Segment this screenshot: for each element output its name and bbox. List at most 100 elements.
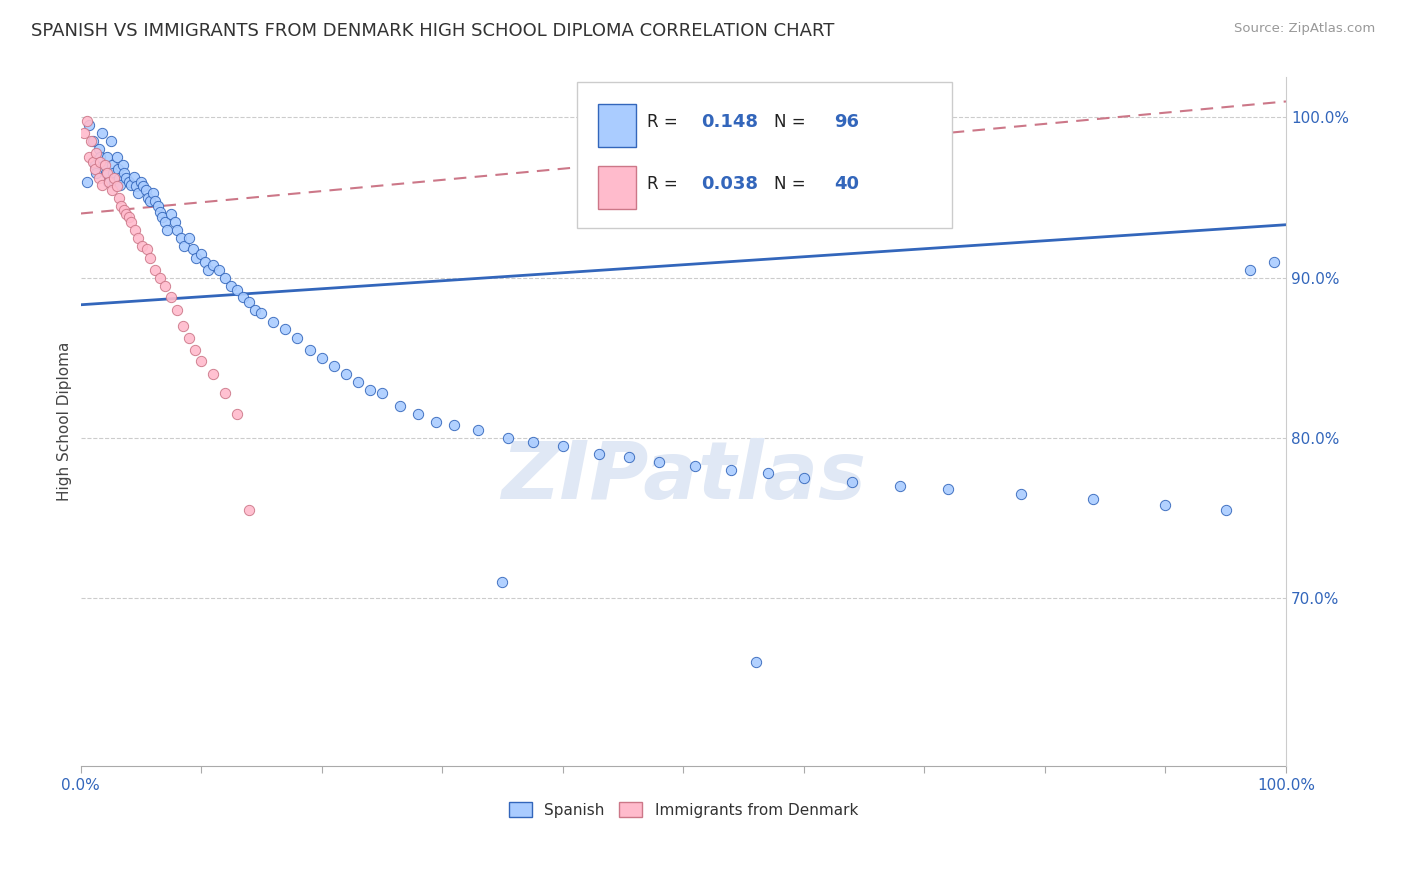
Point xyxy=(146,198,169,212)
Point xyxy=(96,151,118,165)
Text: R =: R = xyxy=(647,113,683,131)
Point xyxy=(793,471,815,485)
Point xyxy=(756,466,779,480)
Point xyxy=(1263,254,1285,268)
Point xyxy=(87,171,110,186)
Point xyxy=(617,450,640,464)
Point xyxy=(97,174,120,188)
Point xyxy=(287,331,309,345)
Point xyxy=(124,222,146,236)
Point xyxy=(190,354,212,368)
Point xyxy=(76,174,98,188)
Point xyxy=(89,155,111,169)
Point xyxy=(406,407,429,421)
Point xyxy=(322,359,344,373)
Point xyxy=(149,270,172,285)
Point xyxy=(110,178,132,192)
Text: N =: N = xyxy=(773,175,810,194)
Text: N =: N = xyxy=(773,113,810,131)
Text: 96: 96 xyxy=(834,113,859,131)
Point xyxy=(77,119,100,133)
Point xyxy=(311,351,333,365)
Point xyxy=(166,302,188,317)
Point xyxy=(685,459,707,474)
Point xyxy=(84,161,107,176)
Point xyxy=(129,174,152,188)
Point xyxy=(73,127,96,141)
Point xyxy=(112,203,135,218)
Point xyxy=(120,178,142,192)
Text: R =: R = xyxy=(647,175,683,194)
Point xyxy=(80,135,103,149)
Point xyxy=(166,222,188,236)
Point xyxy=(214,270,236,285)
Point xyxy=(103,174,125,188)
Point xyxy=(127,230,149,244)
Point xyxy=(335,367,357,381)
Point xyxy=(197,262,219,277)
Point xyxy=(107,161,129,176)
Point xyxy=(132,179,155,194)
Point xyxy=(142,186,165,200)
Point xyxy=(103,171,125,186)
Point xyxy=(98,174,121,188)
FancyBboxPatch shape xyxy=(598,104,637,147)
Point xyxy=(87,143,110,157)
Point xyxy=(226,284,249,298)
Point xyxy=(101,167,124,181)
Point xyxy=(214,385,236,400)
Point xyxy=(498,431,520,445)
Point xyxy=(76,113,98,128)
Point xyxy=(298,343,321,357)
Point xyxy=(1010,486,1032,500)
Point xyxy=(238,294,260,309)
Point xyxy=(177,230,200,244)
Point xyxy=(163,214,186,228)
Point xyxy=(467,423,489,437)
Text: Source: ZipAtlas.com: Source: ZipAtlas.com xyxy=(1234,22,1375,36)
Point xyxy=(131,238,153,252)
Point xyxy=(522,435,544,450)
Y-axis label: High School Diploma: High School Diploma xyxy=(58,342,72,501)
Point xyxy=(93,159,115,173)
Point xyxy=(160,290,183,304)
Point xyxy=(720,463,742,477)
Point xyxy=(169,230,191,244)
Point xyxy=(115,206,138,220)
Point xyxy=(250,306,273,320)
Point xyxy=(120,214,142,228)
Point xyxy=(135,182,157,196)
Point xyxy=(112,167,135,181)
Point xyxy=(262,315,284,329)
Point xyxy=(889,479,911,493)
Point xyxy=(194,254,217,268)
Point xyxy=(181,242,204,256)
Point xyxy=(238,502,260,516)
Text: 0.148: 0.148 xyxy=(702,113,758,131)
Text: ZIPatlas: ZIPatlas xyxy=(501,438,866,516)
Point xyxy=(274,322,297,336)
Point xyxy=(89,151,111,165)
Text: SPANISH VS IMMIGRANTS FROM DENMARK HIGH SCHOOL DIPLOMA CORRELATION CHART: SPANISH VS IMMIGRANTS FROM DENMARK HIGH … xyxy=(31,22,834,40)
Point xyxy=(118,174,141,188)
Point xyxy=(1239,262,1261,277)
Point xyxy=(425,415,447,429)
FancyBboxPatch shape xyxy=(576,82,952,227)
Point xyxy=(108,171,131,186)
Point xyxy=(443,417,465,432)
FancyBboxPatch shape xyxy=(598,166,637,209)
Point xyxy=(139,194,162,208)
Point xyxy=(388,399,411,413)
Legend: Spanish, Immigrants from Denmark: Spanish, Immigrants from Denmark xyxy=(502,796,865,823)
Point xyxy=(125,179,148,194)
Point xyxy=(149,205,172,219)
Point xyxy=(139,252,162,266)
Point xyxy=(96,167,118,181)
Point xyxy=(153,214,176,228)
Point xyxy=(105,151,128,165)
Point xyxy=(173,238,195,252)
Point xyxy=(122,169,145,184)
Point xyxy=(202,367,225,381)
Point xyxy=(202,258,225,272)
Point xyxy=(841,475,863,490)
